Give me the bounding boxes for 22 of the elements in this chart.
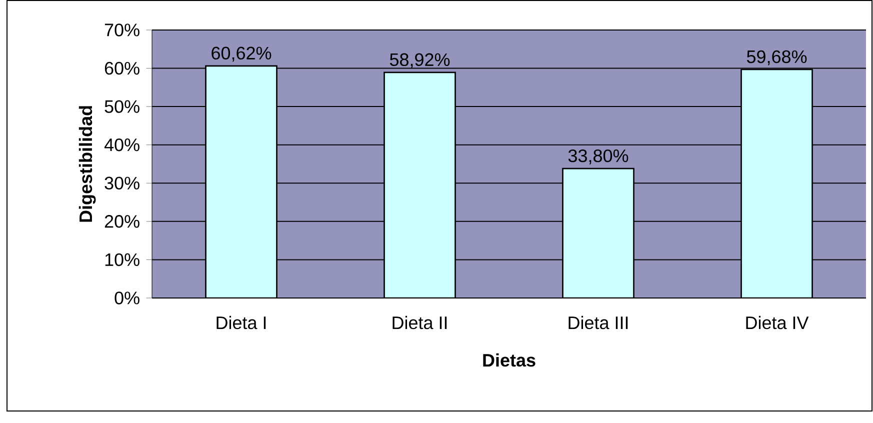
y-tick-label: 40% — [104, 138, 140, 152]
data-label: 59,68% — [746, 50, 807, 66]
data-label: 60,62% — [212, 46, 272, 62]
y-tick-label: 30% — [104, 176, 140, 190]
bar — [384, 72, 456, 298]
x-tick-label: Dieta II — [392, 316, 447, 330]
data-label: 33,80% — [568, 149, 628, 164]
y-tick-label: 20% — [104, 215, 140, 228]
x-tick-label: Dieta IV — [746, 316, 809, 330]
x-axis-title: Dietas — [483, 353, 536, 367]
x-tick-label: Dieta I — [216, 316, 266, 330]
bar — [562, 168, 634, 298]
x-tick-label: Dieta III — [568, 316, 628, 330]
bar — [740, 68, 813, 298]
y-axis-title: Digestibilidad — [78, 106, 96, 222]
y-tick-label: 10% — [105, 253, 140, 266]
data-label: 58,92% — [390, 53, 450, 68]
y-tick-label: 50% — [104, 100, 140, 113]
bar — [205, 65, 278, 298]
y-tick-label: 60% — [104, 62, 140, 75]
y-tick-label: 0% — [114, 292, 140, 304]
y-tick-label: 70% — [104, 24, 140, 36]
